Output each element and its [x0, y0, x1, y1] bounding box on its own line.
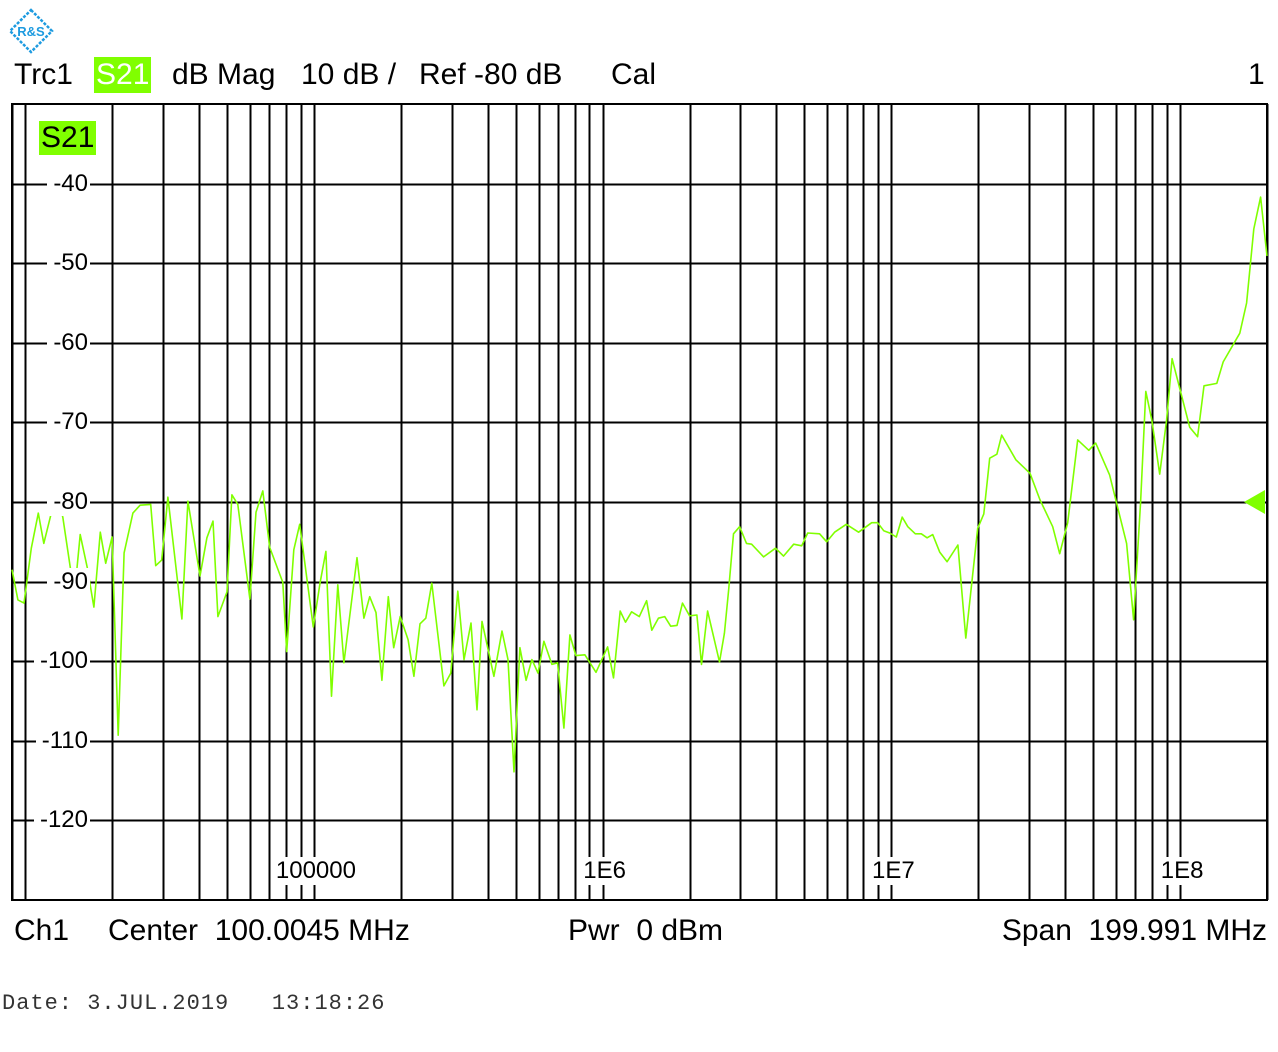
x-tick-label: 1E6	[582, 857, 627, 885]
y-tick-label: -70	[47, 408, 90, 437]
y-tick-label: -90	[47, 567, 90, 596]
trace-parameter-badge[interactable]: S21	[94, 57, 152, 93]
x-tick-label: 1E8	[1159, 857, 1205, 885]
s21-trace-line	[11, 196, 1268, 773]
plot-frame	[11, 103, 1268, 901]
date-stamp: Date: 3.JUL.2019 13:18:26	[2, 991, 386, 1016]
calibration-status: Cal	[611, 58, 657, 91]
y-tick-label: -60	[47, 328, 90, 357]
center-frequency[interactable]: Center 100.0045 MHz	[108, 914, 410, 947]
trace-scale[interactable]: 10 dB /	[301, 58, 397, 91]
y-tick-label: -40	[47, 169, 90, 198]
y-tick-label: -80	[47, 488, 90, 516]
channel-label: Ch1	[14, 914, 70, 947]
x-tick-label: 1E7	[871, 857, 916, 885]
y-tick-label: -100	[33, 647, 90, 676]
y-tick-label: -120	[33, 806, 90, 835]
y-tick-label: -110	[35, 726, 90, 755]
source-power[interactable]: Pwr 0 dBm	[568, 914, 724, 947]
svg-text:R&S: R&S	[17, 24, 45, 39]
channel-number: 1	[1248, 58, 1265, 91]
frequency-span[interactable]: Span 199.991 MHz	[1001, 914, 1267, 947]
x-tick-label: 100000	[274, 857, 357, 885]
trace-name: Trc1	[14, 58, 73, 91]
reference-level[interactable]: Ref -80 dB	[419, 58, 563, 91]
trace-format[interactable]: dB Mag	[172, 58, 276, 91]
rohde-schwarz-logo: R&S	[8, 8, 54, 59]
reference-level-marker-icon	[1244, 490, 1265, 514]
y-tick-label: -50	[47, 249, 90, 278]
trace-label: S21	[39, 121, 97, 155]
